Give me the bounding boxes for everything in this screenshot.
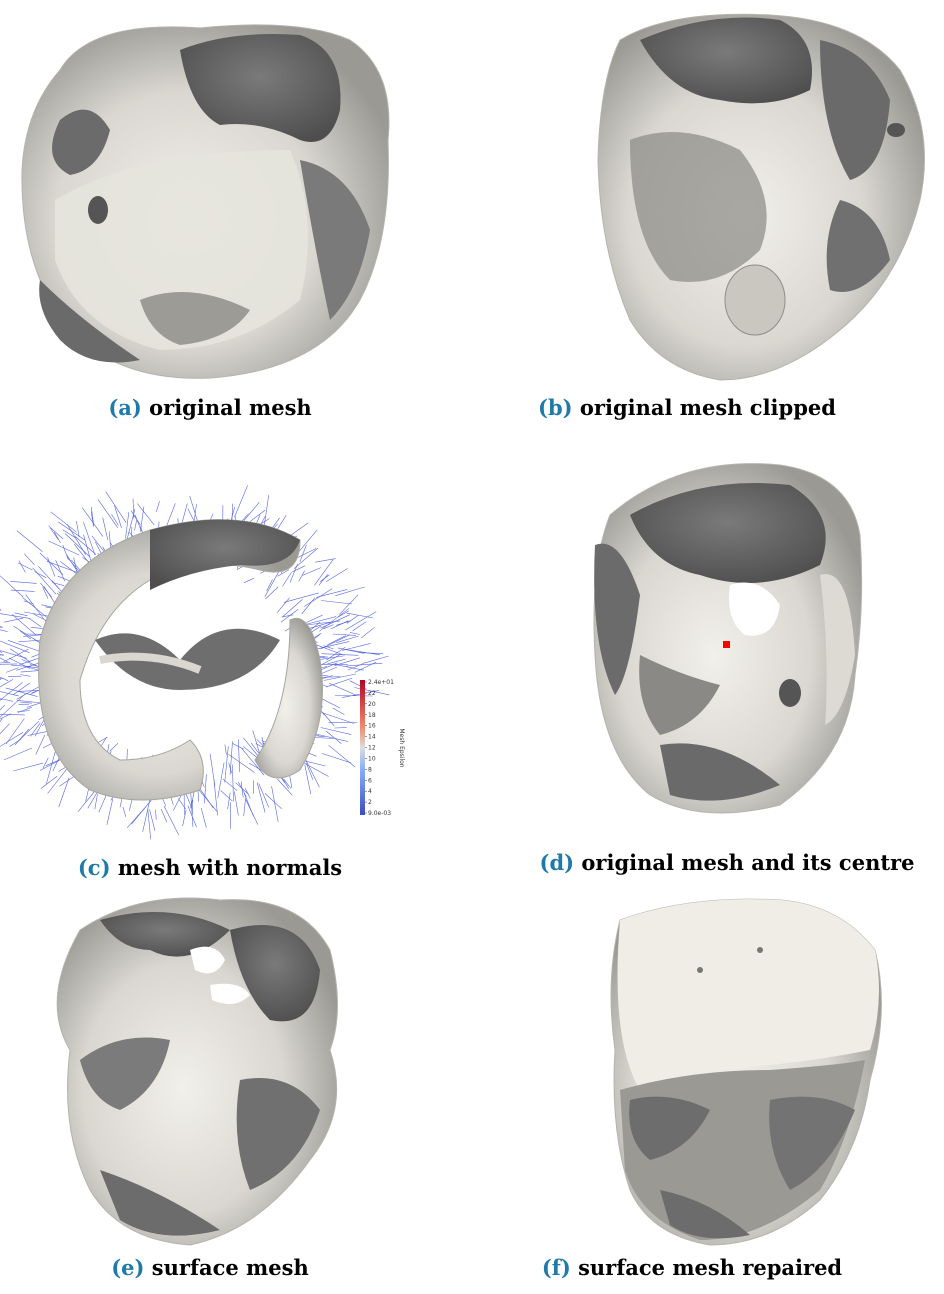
caption-a: (a) original mesh <box>0 395 420 420</box>
mesh-image-c: 2.4e+01 22 20 18 16 14 12 10 8 6 4 2 9.0e-03 Mesh Ep… <box>0 485 405 840</box>
caption-text: original mesh and its centre <box>581 850 915 875</box>
colorbar-tick-label: 4 <box>368 788 372 795</box>
panel-e: (e) surface mesh <box>0 890 420 1294</box>
colorbar-tick-label: 18 <box>368 712 376 719</box>
mesh-image-d <box>593 463 863 814</box>
mesh-image-b <box>597 13 925 381</box>
colorbar-title: Mesh Epsilon <box>398 728 405 767</box>
mesh-image-f <box>610 898 882 1246</box>
caption-tag: (a) <box>108 395 142 420</box>
colorbar-tick-label: 22 <box>368 690 376 697</box>
centre-marker <box>723 641 730 648</box>
colorbar-tick-label: 2 <box>368 799 372 806</box>
color-bar: 2.4e+01 22 20 18 16 14 12 10 8 6 4 2 9.0e-03 Mesh Ep… <box>360 679 405 817</box>
colorbar-tick-label: 10 <box>368 755 376 762</box>
caption-tag: (b) <box>538 395 573 420</box>
colorbar-tick-label: 16 <box>368 723 376 730</box>
colorbar-tick-label: 12 <box>368 745 376 752</box>
panel-b: (b) original mesh clipped <box>520 0 944 440</box>
caption-tag: (f) <box>541 1255 571 1280</box>
caption-text: surface mesh repaired <box>578 1255 843 1280</box>
colorbar-tick-label: 2.4e+01 <box>368 679 394 686</box>
caption-tag: (c) <box>77 855 111 880</box>
caption-f: (f) surface mesh repaired <box>480 1255 904 1280</box>
caption-e: (e) surface mesh <box>0 1255 420 1280</box>
caption-text: mesh with normals <box>117 855 343 880</box>
colorbar-tick-label: 20 <box>368 701 376 708</box>
colorbar-tick-label: 9.0e-03 <box>368 810 391 817</box>
panel-c: 2.4e+01 22 20 18 16 14 12 10 8 6 4 2 9.0e-03 Mesh Ep… <box>0 460 420 900</box>
panel-a: (a) original mesh <box>0 0 420 440</box>
caption-text: original mesh <box>149 395 312 420</box>
caption-text: surface mesh <box>151 1255 309 1280</box>
caption-b: (b) original mesh clipped <box>475 395 899 420</box>
caption-text: original mesh clipped <box>579 395 836 420</box>
caption-tag: (d) <box>539 850 575 875</box>
mesh-image-e <box>56 897 338 1246</box>
caption-tag: (e) <box>111 1255 145 1280</box>
panel-f: (f) surface mesh repaired <box>520 890 944 1294</box>
colorbar-tick-label: 14 <box>368 734 376 741</box>
caption-d: (d) original mesh and its centre <box>515 850 939 875</box>
caption-c: (c) mesh with normals <box>0 855 420 880</box>
colorbar-tick-label: 8 <box>368 766 372 773</box>
mesh-image-a <box>21 24 390 379</box>
colorbar-tick-label: 6 <box>368 777 372 784</box>
panel-d: (d) original mesh and its centre <box>520 455 944 895</box>
